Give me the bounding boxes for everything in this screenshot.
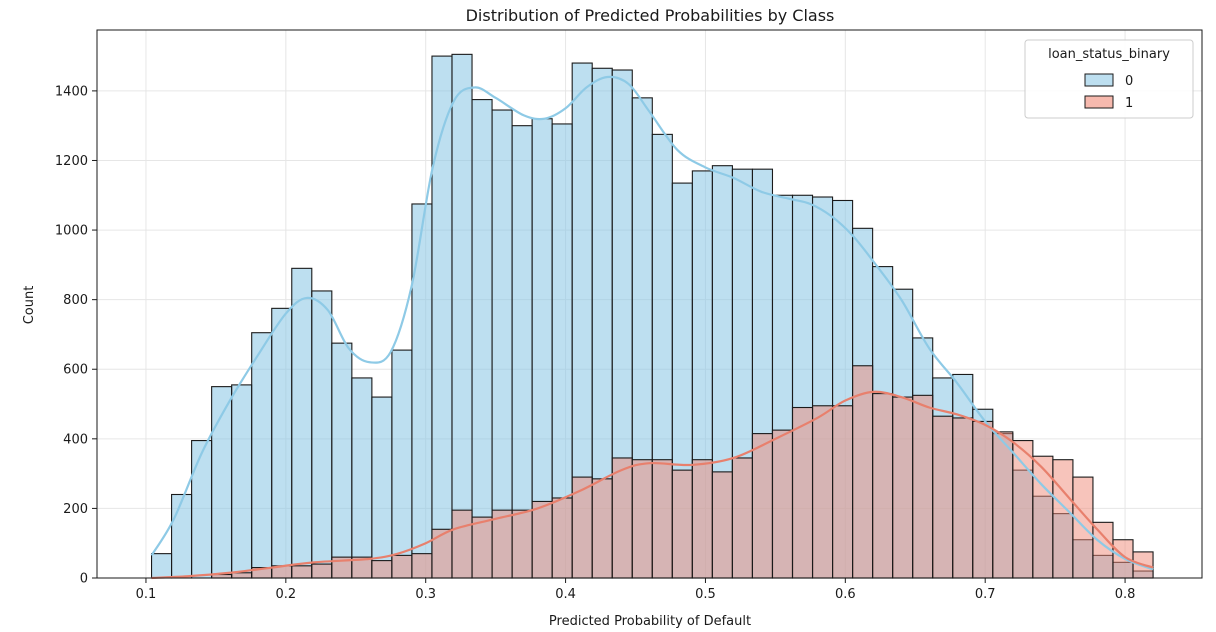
- bar-series-1: [651, 459, 673, 579]
- bar-series-1: [892, 396, 914, 579]
- x-axis-ticks: 0.1 0.2 0.3 0.4 0.5 0.6 0.7 0.8: [136, 578, 1136, 602]
- bar-series-0: [251, 332, 273, 579]
- legend-label-1: 1: [1125, 96, 1133, 111]
- bar-series-1: [992, 431, 1014, 579]
- bar-series-1: [791, 406, 814, 579]
- legend: loan_status_binary 0 1: [1024, 39, 1194, 119]
- y-axis-ticks: 0 200 400 600 800 1000 1200 1400: [55, 84, 97, 587]
- bar-series-0: [351, 377, 373, 579]
- bar-series-1: [771, 429, 794, 579]
- bar-series-1: [591, 478, 613, 579]
- x-tick-label: 0.8: [1115, 587, 1136, 602]
- y-tick-label: 600: [63, 363, 88, 378]
- bar-series-0: [371, 396, 393, 579]
- bar-series-1: [391, 554, 413, 579]
- legend-swatch-1: [1084, 95, 1114, 109]
- bar-series-1: [731, 457, 753, 579]
- chart-title: Distribution of Predicted Probabilities …: [466, 6, 835, 25]
- y-tick-label: 1400: [55, 84, 88, 99]
- y-tick-label: 800: [63, 293, 88, 308]
- bar-series-1: [291, 565, 313, 579]
- kde-curve-series-1: [151, 390, 1154, 580]
- bar-series-1: [311, 563, 333, 579]
- y-tick-label: 1200: [55, 154, 88, 169]
- bar-series-0: [171, 493, 193, 579]
- kde-curves: [150, 75, 1154, 580]
- bar-series-1: [811, 405, 834, 579]
- bar-series-1: [511, 509, 533, 579]
- bar-series-0: [331, 342, 353, 579]
- bar-series-0: [471, 99, 493, 579]
- bar-series-1: [691, 459, 713, 579]
- bar-series-1: [411, 553, 433, 579]
- bar-series-1: [872, 393, 894, 579]
- bar-series-1: [912, 394, 934, 579]
- bar-series-1: [551, 497, 573, 579]
- bar-series-1: [531, 500, 553, 579]
- bar-series-1: [972, 420, 994, 579]
- bar-series-0: [231, 384, 253, 579]
- bar-series-1: [631, 459, 653, 579]
- x-tick-label: 0.5: [695, 587, 716, 602]
- y-tick-label: 400: [63, 432, 88, 447]
- x-tick-label: 0.4: [555, 587, 576, 602]
- bar-series-0: [291, 267, 313, 579]
- bar-series-0: [411, 203, 433, 579]
- bar-series-0: [271, 307, 293, 579]
- bar-series-1: [711, 471, 733, 579]
- bar-series-1: [671, 469, 693, 579]
- bar-series-1: [1012, 440, 1034, 579]
- bar-series-0: [451, 53, 473, 579]
- bar-series-0: [491, 109, 513, 579]
- bar-series-1: [471, 516, 493, 579]
- kde-curve-series-0: [150, 75, 1154, 571]
- y-axis-label: Count: [22, 286, 37, 325]
- legend-title: loan_status_binary: [1048, 47, 1170, 62]
- bar-series-1: [952, 417, 974, 579]
- bar-series-0: [391, 349, 413, 579]
- bar-series-0: [311, 290, 333, 579]
- legend-label-0: 0: [1125, 74, 1133, 89]
- bar-series-1: [852, 365, 874, 579]
- bar-series-1: [1052, 459, 1074, 579]
- bar-series-1: [932, 415, 954, 579]
- bar-series-1: [751, 433, 774, 579]
- series-1-bars: [211, 365, 1154, 579]
- x-tick-label: 0.1: [136, 587, 157, 602]
- bar-series-1: [832, 405, 854, 579]
- y-tick-label: 200: [63, 502, 88, 517]
- y-tick-label: 1000: [55, 224, 88, 239]
- x-tick-label: 0.3: [415, 587, 436, 602]
- x-axis-label: Predicted Probability of Default: [549, 614, 751, 629]
- bar-series-1: [431, 528, 453, 579]
- bar-series-1: [491, 509, 513, 579]
- plot-area-frame: [96, 29, 1203, 579]
- bar-series-0: [191, 440, 213, 579]
- y-tick-label: 0: [80, 572, 88, 587]
- bar-series-1: [611, 457, 633, 579]
- x-tick-label: 0.6: [835, 587, 856, 602]
- x-tick-label: 0.2: [275, 587, 296, 602]
- bar-series-1: [371, 560, 393, 579]
- x-tick-label: 0.7: [975, 587, 996, 602]
- legend-swatch-0: [1084, 73, 1114, 87]
- bar-series-0: [151, 553, 173, 579]
- bar-series-1: [451, 509, 473, 579]
- bar-series-1: [231, 572, 253, 579]
